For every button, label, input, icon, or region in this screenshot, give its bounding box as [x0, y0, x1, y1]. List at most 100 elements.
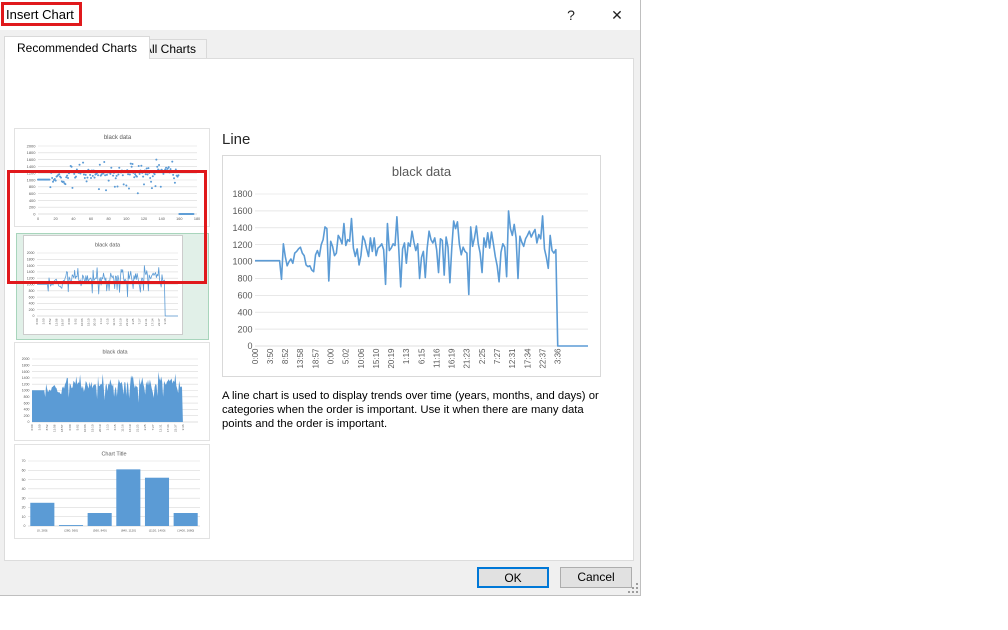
description-line: points and the order is important.: [222, 417, 388, 430]
svg-text:1400: 1400: [27, 270, 35, 274]
svg-text:12:31: 12:31: [144, 318, 148, 326]
svg-text:8:52: 8:52: [281, 348, 290, 364]
dialog-titlebar: Insert Chart ? ✕: [0, 0, 640, 30]
svg-text:1800: 1800: [27, 258, 35, 262]
svg-text:0:00: 0:00: [35, 318, 39, 324]
svg-text:0:00: 0:00: [251, 348, 260, 364]
svg-text:1:13: 1:13: [99, 318, 103, 324]
svg-text:10:06: 10:06: [83, 424, 87, 432]
svg-text:1400: 1400: [27, 164, 37, 169]
svg-text:black data: black data: [102, 350, 128, 356]
tab-all-charts[interactable]: All Charts: [133, 39, 208, 58]
svg-text:80: 80: [107, 217, 111, 221]
svg-text:0: 0: [28, 420, 30, 424]
chart-preview-frame: [222, 155, 601, 377]
svg-text:17:34: 17:34: [166, 424, 170, 432]
svg-text:0: 0: [33, 314, 35, 318]
svg-text:12:31: 12:31: [508, 348, 517, 369]
svg-text:2000: 2000: [27, 143, 37, 148]
svg-text:1000: 1000: [27, 283, 35, 287]
svg-text:22:37: 22:37: [538, 348, 547, 369]
svg-text:800: 800: [29, 289, 35, 293]
svg-text:12:31: 12:31: [158, 424, 162, 432]
svg-text:2:25: 2:25: [478, 348, 487, 364]
svg-text:200: 200: [29, 205, 36, 210]
svg-text:black data: black data: [392, 164, 452, 179]
tab-recommended-charts[interactable]: Recommended Charts: [4, 36, 151, 59]
svg-text:0: 0: [33, 211, 36, 216]
svg-text:800: 800: [24, 395, 30, 399]
svg-text:70: 70: [22, 459, 26, 463]
svg-text:400: 400: [29, 198, 36, 203]
svg-text:180: 180: [194, 217, 200, 221]
svg-text:(1120, 1400]: (1120, 1400]: [149, 529, 166, 533]
svg-text:7:27: 7:27: [151, 424, 155, 430]
svg-text:0:00: 0:00: [67, 318, 71, 324]
svg-text:2000: 2000: [27, 251, 35, 255]
svg-text:17:34: 17:34: [523, 348, 532, 369]
svg-text:18:57: 18:57: [311, 348, 320, 369]
svg-text:21:23: 21:23: [125, 318, 129, 326]
ok-button[interactable]: OK: [477, 567, 549, 588]
svg-text:160: 160: [176, 217, 182, 221]
svg-text:140: 140: [158, 217, 164, 221]
svg-text:3:50: 3:50: [41, 318, 45, 324]
svg-text:13:58: 13:58: [296, 348, 305, 369]
svg-text:22:37: 22:37: [157, 318, 161, 326]
svg-text:2000: 2000: [22, 357, 30, 361]
svg-text:1000: 1000: [22, 389, 30, 393]
svg-text:5:02: 5:02: [342, 348, 351, 364]
close-icon[interactable]: ✕: [611, 7, 623, 23]
svg-text:20: 20: [54, 217, 58, 221]
svg-text:1200: 1200: [27, 171, 37, 176]
svg-text:120: 120: [141, 217, 147, 221]
svg-text:(1400, 1680]: (1400, 1680]: [177, 529, 194, 533]
svg-text:15:10: 15:10: [372, 348, 381, 369]
svg-text:16:19: 16:19: [448, 348, 457, 369]
svg-text:(840, 1120]: (840, 1120]: [121, 529, 136, 533]
line-chart-preview: 0 200 400 600 800 1000 1200 1400 1600 1800 black d…: [223, 156, 600, 376]
svg-text:1600: 1600: [22, 370, 30, 374]
svg-text:8:52: 8:52: [48, 318, 52, 324]
svg-text:60: 60: [22, 469, 26, 473]
svg-text:7:27: 7:27: [138, 318, 142, 324]
resize-grip[interactable]: [628, 583, 639, 594]
line-thumbnail-chart: 0 200 400 600 800 1000 1200 1400 1600 1800 2000 bla…: [23, 235, 183, 335]
svg-text:40: 40: [71, 217, 75, 221]
histogram-thumbnail-chart: 0 10 20 30 40 50 60 70 Chart Title [0, 280] (280, …: [16, 446, 208, 537]
svg-text:7:27: 7:27: [493, 348, 502, 364]
svg-text:21:23: 21:23: [136, 424, 140, 432]
svg-text:400: 400: [24, 408, 30, 412]
svg-text:10:06: 10:06: [357, 348, 366, 369]
svg-text:1600: 1600: [27, 264, 35, 268]
svg-text:0: 0: [37, 217, 39, 221]
svg-text:20:19: 20:19: [93, 318, 97, 326]
svg-text:800: 800: [29, 184, 36, 189]
svg-text:600: 600: [29, 295, 35, 299]
svg-text:1200: 1200: [22, 382, 30, 386]
help-button[interactable]: ?: [567, 7, 575, 23]
svg-text:600: 600: [24, 401, 30, 405]
cancel-button[interactable]: Cancel: [560, 567, 632, 588]
svg-text:1200: 1200: [232, 240, 252, 250]
svg-text:3:50: 3:50: [38, 424, 42, 430]
svg-text:6:15: 6:15: [417, 348, 426, 364]
svg-text:1000: 1000: [232, 257, 252, 267]
svg-text:16:19: 16:19: [128, 424, 132, 432]
svg-text:400: 400: [237, 307, 252, 317]
svg-text:black data: black data: [95, 243, 121, 249]
svg-text:2:25: 2:25: [131, 318, 135, 324]
svg-text:1800: 1800: [22, 364, 30, 368]
svg-text:6:15: 6:15: [113, 424, 117, 430]
svg-text:20:19: 20:19: [98, 424, 102, 432]
svg-text:60: 60: [89, 217, 93, 221]
svg-text:0:00: 0:00: [68, 424, 72, 430]
svg-text:5:02: 5:02: [75, 424, 79, 430]
svg-text:1800: 1800: [232, 189, 252, 199]
svg-text:50: 50: [22, 478, 26, 482]
svg-text:3:36: 3:36: [181, 424, 185, 430]
chart-type-heading: Line: [222, 131, 251, 148]
svg-text:20:19: 20:19: [387, 348, 396, 369]
thumbnail-line-chart-frame: [23, 235, 183, 335]
